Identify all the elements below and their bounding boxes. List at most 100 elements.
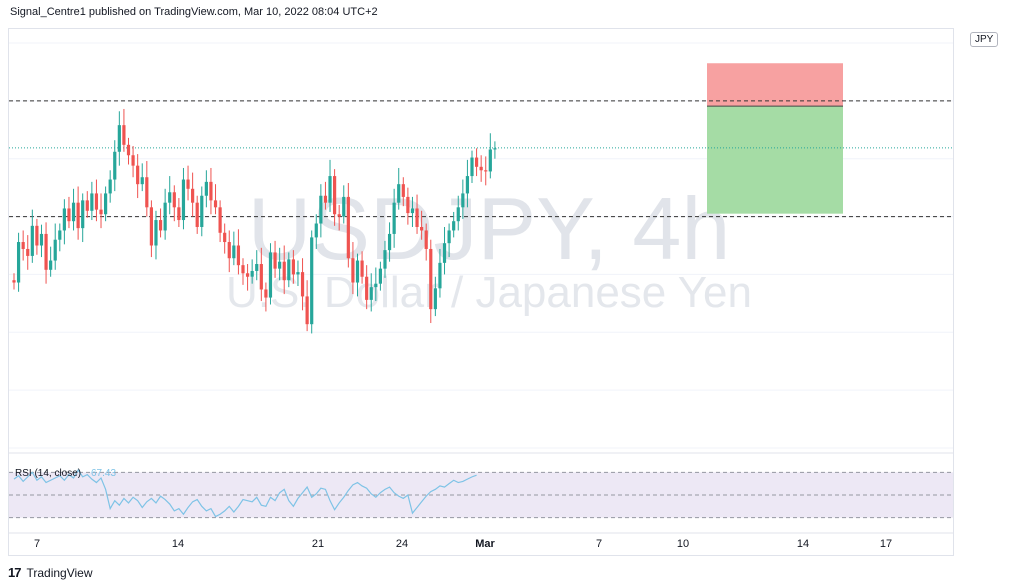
watermark-symbol: USDJPY, 4h	[248, 179, 731, 278]
candle-body	[328, 176, 332, 203]
candle-body	[49, 260, 53, 270]
candle-body	[264, 289, 268, 298]
candle-body	[415, 208, 419, 227]
candle-body	[374, 283, 378, 288]
candle-body	[181, 179, 186, 221]
candle-body	[131, 155, 135, 166]
candle-body	[186, 179, 190, 189]
time-axis[interactable]: 7 14 21 24 Mar 7 10 14 17	[9, 532, 953, 550]
candle-body	[223, 232, 227, 243]
rsi-pane: RSI (14, close)67.4375.0050.00	[9, 452, 1003, 519]
candle-body	[474, 157, 479, 167]
candle-body	[397, 184, 401, 203]
candle-body	[250, 270, 254, 277]
candle-body	[67, 208, 71, 222]
candle-body	[401, 184, 405, 197]
tradingview-logo-icon: 17	[8, 565, 22, 580]
candle-body	[278, 261, 282, 269]
rsi-title: RSI (14, close)	[15, 468, 81, 479]
candle-body	[35, 225, 39, 246]
candle-body	[16, 242, 21, 283]
candle-body	[296, 272, 300, 275]
time-tick-label: 7	[34, 538, 40, 550]
candle-body	[319, 195, 323, 224]
candle-body	[245, 273, 250, 277]
candle-body	[168, 192, 172, 203]
candle-body	[126, 144, 131, 156]
candle-body	[99, 209, 103, 215]
candle-body	[108, 179, 112, 194]
rsi-line	[13, 468, 477, 518]
candle-body	[204, 181, 208, 196]
candle-body	[149, 207, 153, 246]
candle-body	[282, 261, 286, 281]
candle-body	[136, 165, 140, 185]
time-tick-label: 10	[677, 538, 689, 550]
candle-body	[209, 181, 213, 201]
candle-body	[268, 252, 273, 298]
candle-body	[122, 125, 126, 145]
candle-body	[154, 220, 158, 246]
candle-body	[140, 177, 144, 185]
currency-tag-label[interactable]: JPY	[970, 32, 999, 47]
candle-body	[163, 202, 167, 231]
footer-brand[interactable]: 17 TradingView	[8, 565, 93, 580]
candle-body	[392, 202, 396, 234]
candle-body	[447, 230, 451, 244]
candle-body	[479, 166, 483, 171]
candle-body	[438, 262, 442, 289]
watermark: USDJPY, 4h U.S. Dollar / Japanese Yen	[226, 179, 752, 317]
candle-body	[104, 193, 108, 215]
candle-body	[314, 223, 318, 238]
candle-body	[488, 149, 492, 172]
candle-body	[241, 265, 245, 274]
rsi-value: 67.43	[91, 468, 116, 479]
candle-body	[369, 287, 373, 300]
candle-body	[387, 233, 392, 251]
candle-body	[232, 245, 236, 259]
time-tick-label: 21	[312, 538, 324, 550]
candle-body	[305, 296, 309, 325]
candle-body	[236, 245, 241, 266]
candle-body	[158, 220, 163, 231]
chart-svg[interactable]: USDJPY, 4h U.S. Dollar / Japanese Yen RS…	[9, 29, 1017, 555]
candle-body	[44, 233, 48, 270]
watermark-description: U.S. Dollar / Japanese Yen	[226, 268, 752, 317]
candle-body	[71, 202, 76, 222]
time-tick-label: 24	[396, 538, 408, 550]
candle-body	[365, 276, 369, 300]
candle-body	[442, 243, 447, 263]
candle-body	[378, 268, 382, 284]
candle-body	[85, 200, 89, 211]
candle-body	[113, 151, 117, 180]
candle-body	[81, 200, 85, 229]
candle-body	[355, 260, 360, 283]
candle-body	[310, 237, 314, 325]
candle-body	[493, 148, 497, 150]
time-tick-label: 7	[596, 538, 602, 550]
candle-body	[420, 226, 424, 231]
take-profit-zone	[707, 106, 843, 214]
candle-body	[26, 248, 30, 256]
candle-body	[58, 230, 62, 240]
candle-body	[337, 214, 341, 217]
candle-body	[255, 264, 259, 271]
candle-body	[12, 280, 16, 283]
stop-loss-zone	[707, 63, 843, 107]
candle-body	[200, 195, 204, 227]
candle-body	[456, 207, 460, 222]
candle-body	[76, 202, 80, 229]
candle-body	[39, 233, 44, 246]
candle-body	[323, 195, 328, 203]
candle-body	[21, 242, 25, 249]
candle-body	[452, 221, 456, 231]
candle-body	[195, 202, 199, 227]
position-tool[interactable]	[707, 63, 843, 214]
candle-body	[213, 200, 218, 208]
candle-body	[410, 208, 415, 214]
candle-body	[177, 207, 181, 221]
candle-body	[424, 230, 428, 249]
candle-body	[300, 272, 305, 297]
candle-body	[470, 157, 474, 177]
chart-container[interactable]: USDJPY, 4h U.S. Dollar / Japanese Yen RS…	[8, 28, 1017, 556]
